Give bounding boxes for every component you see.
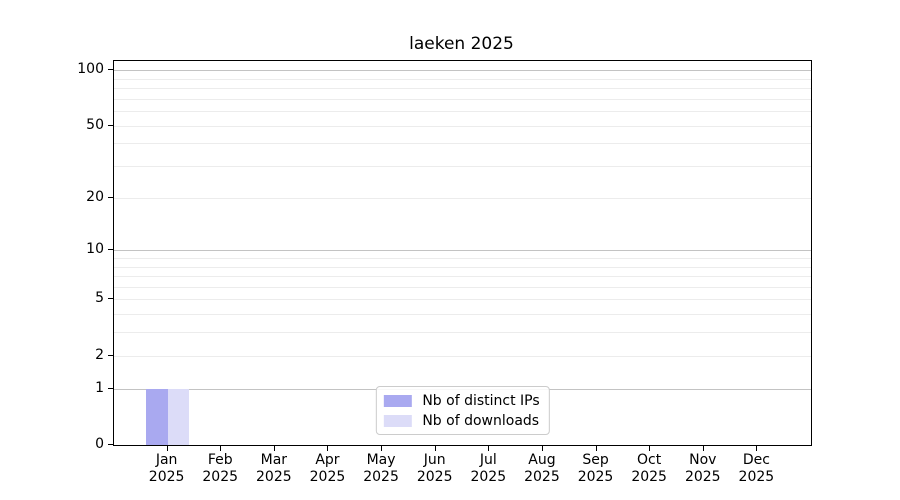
y-tick-label: 5 — [95, 290, 104, 307]
y-tick-label: 0 — [95, 436, 104, 452]
y-tick-label: 2 — [95, 346, 104, 363]
y-tick-label: 1 — [95, 379, 104, 396]
y-axis-tick — [108, 387, 113, 389]
x-tick-label: Dec 2025 — [738, 452, 775, 485]
x-tick-label: Jan 2025 — [148, 452, 185, 485]
legend-swatch-icon — [383, 414, 412, 427]
x-tick-label: Oct 2025 — [631, 452, 667, 485]
legend-item: Nb of downloads — [383, 412, 539, 429]
y-axis-tick — [108, 124, 113, 126]
y-tick-label: 10 — [86, 241, 104, 258]
bar-nb-of-distinct-ips — [146, 388, 168, 445]
y-axis-tick — [108, 298, 113, 300]
x-tick-label: Mar 2025 — [256, 452, 292, 485]
gridline-minor — [114, 125, 811, 127]
y-axis-tick — [108, 249, 113, 251]
y-axis-tick — [108, 444, 113, 445]
gridline-minor — [114, 143, 811, 145]
bar-nb-of-downloads — [167, 388, 190, 445]
x-tick-label: Nov 2025 — [684, 452, 721, 485]
gridline-minor — [114, 257, 811, 259]
legend-swatch-icon — [383, 394, 412, 407]
gridline-minor — [114, 111, 811, 113]
y-axis-tick — [108, 69, 113, 71]
legend-item: Nb of distinct IPs — [383, 392, 540, 409]
y-tick-label: 20 — [86, 188, 104, 205]
gridline-minor — [114, 314, 811, 316]
gridline-minor — [114, 286, 811, 288]
gridline-major — [114, 250, 811, 252]
x-axis-tick — [220, 446, 222, 451]
x-tick-label: Feb 2025 — [202, 452, 239, 485]
legend-label: Nb of downloads — [422, 412, 540, 429]
gridline-minor — [114, 266, 811, 268]
x-tick-label: May 2025 — [363, 452, 399, 485]
gridline-minor — [114, 355, 811, 357]
y-tick-label: 100 — [77, 61, 104, 78]
gridline-minor — [114, 88, 811, 90]
y-axis-tick — [108, 354, 113, 356]
x-axis-tick — [702, 446, 704, 451]
x-axis-tick — [649, 446, 651, 451]
gridline-minor — [114, 276, 811, 278]
x-axis-tick — [756, 446, 758, 451]
x-axis-tick — [166, 446, 168, 451]
x-axis-tick — [381, 446, 383, 451]
gridline-major — [114, 70, 811, 72]
x-tick-label: Jun 2025 — [416, 452, 453, 485]
plot-area: Nb of distinct IPs Nb of downloads — [113, 60, 812, 446]
legend-label: Nb of distinct IPs — [422, 392, 540, 409]
x-tick-label: Apr 2025 — [309, 452, 346, 485]
gridline-minor — [114, 299, 811, 301]
x-tick-label: Sep 2025 — [577, 452, 614, 485]
x-axis-tick — [327, 446, 329, 451]
chart-title: laeken 2025 — [409, 34, 514, 54]
y-tick-label: 50 — [86, 116, 104, 133]
gridline-minor — [114, 166, 811, 168]
legend: Nb of distinct IPs Nb of downloads — [375, 386, 550, 435]
x-tick-label: Jul 2025 — [470, 452, 507, 485]
y-axis-tick — [108, 196, 113, 198]
gridline-minor — [114, 78, 811, 80]
x-axis-tick — [273, 446, 275, 451]
x-axis-tick — [488, 446, 490, 451]
gridline-minor — [114, 332, 811, 334]
gridline-minor — [114, 98, 811, 100]
x-axis-tick — [595, 446, 597, 451]
gridline-minor — [114, 197, 811, 199]
x-axis-tick — [541, 446, 543, 451]
x-tick-label: Aug 2025 — [524, 452, 560, 485]
x-axis-tick — [434, 446, 436, 451]
